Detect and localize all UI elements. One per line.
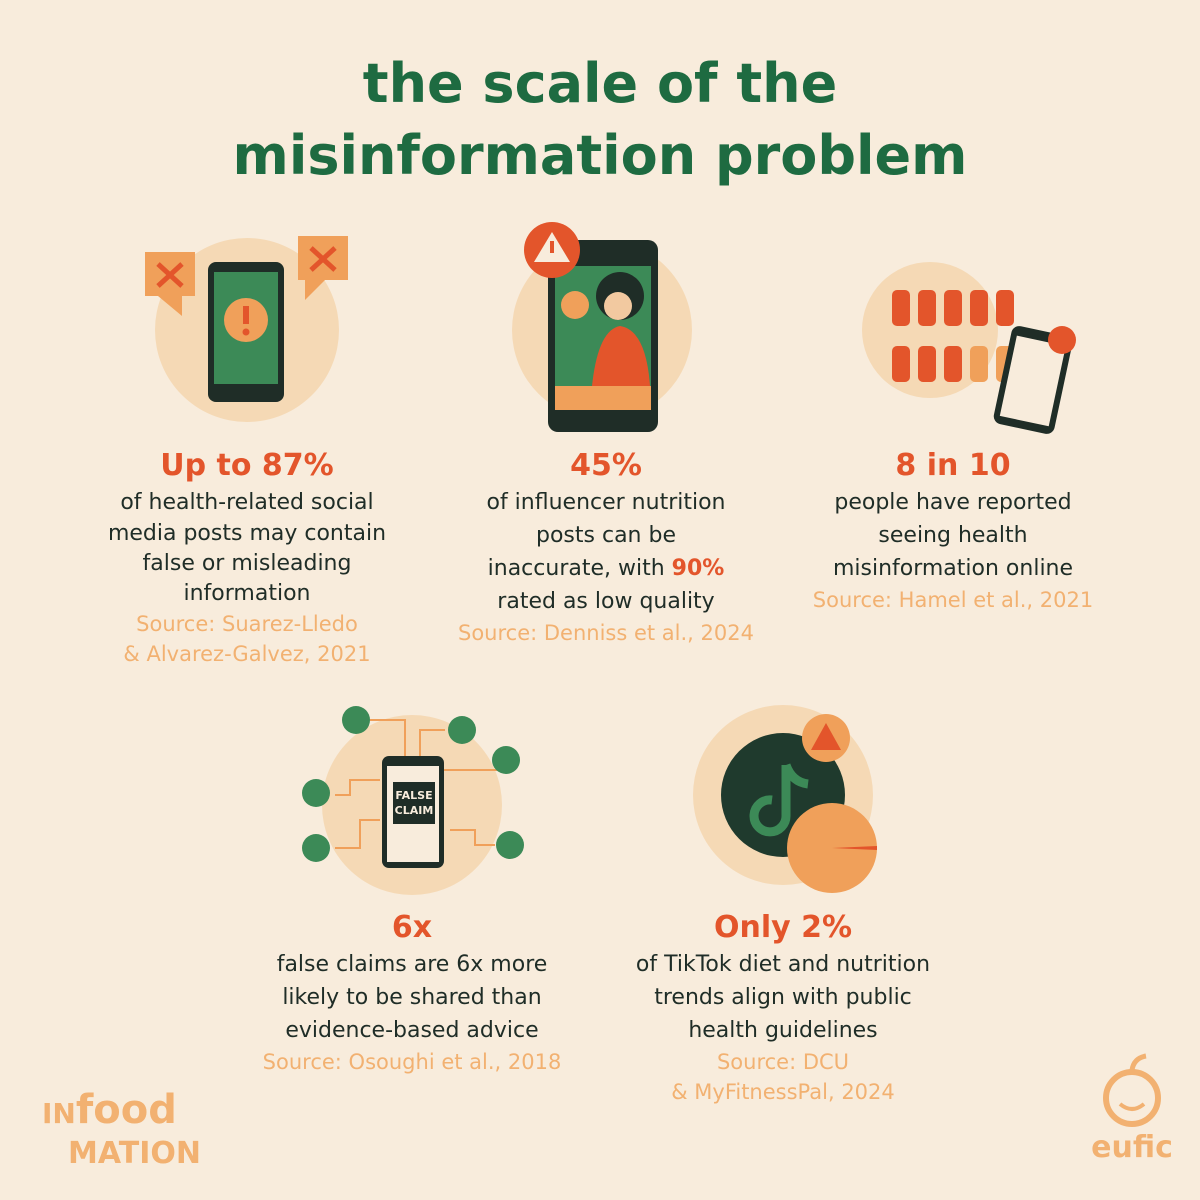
claim-label: CLAIM — [395, 804, 434, 817]
stat-source: & Alvarez-Galvez, 2021 — [123, 642, 371, 666]
stat: Only 2% of TikTok diet and nutrition tre… — [573, 908, 993, 1107]
stat-headline: 6x — [391, 910, 433, 945]
stat-line: of health-related social — [120, 490, 374, 515]
stat-line: of influencer nutrition — [486, 490, 726, 515]
title-line: the scale of the — [362, 52, 838, 115]
stat: 45% of influencer nutrition posts can be… — [396, 446, 816, 648]
icon-phone-alert — [145, 236, 348, 422]
stat-line: false or misleading — [142, 551, 352, 576]
stat-source: Source: Denniss et al., 2024 — [458, 621, 754, 645]
logo-infoodmation: INfood MATION — [42, 1090, 201, 1172]
stat-line: trends align with public — [654, 985, 912, 1010]
false-label: FALSE — [395, 789, 432, 802]
stat-line: likely to be shared than — [282, 985, 542, 1010]
stat-line: inaccurate, with 90% — [396, 552, 816, 585]
stat-line: health guidelines — [688, 1018, 878, 1043]
stat-headline: Up to 87% — [160, 448, 334, 483]
icon-people — [862, 262, 1076, 434]
logo-eufic: eufic — [1091, 1130, 1173, 1165]
stat-source: Source: Suarez-Lledo — [136, 612, 358, 636]
stat-line: of TikTok diet and nutrition — [635, 952, 931, 977]
stat-highlight: 90% — [671, 556, 725, 581]
stat-line: information — [183, 581, 311, 606]
stat-line: evidence-based advice — [285, 1018, 539, 1043]
stat-line: posts can be — [536, 523, 676, 548]
stat-line: false claims are 6x more — [276, 952, 548, 977]
stat-headline: Only 2% — [713, 910, 853, 945]
stat-headline: 8 in 10 — [895, 448, 1011, 483]
logo-part: food — [75, 1087, 177, 1133]
stat: 8 in 10 people have reported seeing heal… — [743, 446, 1163, 615]
icon-tiktok — [693, 705, 877, 893]
stat: Up to 87% of health-related social media… — [37, 446, 457, 669]
title-line: misinformation problem — [232, 124, 968, 187]
stat: 6x false claims are 6x more likely to be… — [202, 908, 622, 1077]
logo-part: MATION — [68, 1136, 201, 1171]
stat-line: seeing health — [878, 523, 1028, 548]
stat-line: media posts may contain — [107, 521, 387, 546]
stat-source: Source: Osoughi et al., 2018 — [262, 1050, 562, 1074]
stat-text: inaccurate, with — [487, 556, 665, 581]
stat-line: rated as low quality — [497, 589, 715, 614]
stat-headline: 45% — [570, 448, 642, 483]
stat-line: misinformation online — [832, 556, 1074, 581]
logo-part: IN — [42, 1097, 76, 1130]
icon-influencer — [512, 222, 692, 432]
stat-source: Source: DCU — [716, 1050, 850, 1074]
stat-source: & MyFitnessPal, 2024 — [671, 1080, 895, 1104]
stat-line: people have reported — [834, 490, 1072, 515]
icon-false-claim: FALSE CLAIM — [302, 706, 524, 895]
stat-source: Source: Hamel et al., 2021 — [812, 588, 1094, 612]
